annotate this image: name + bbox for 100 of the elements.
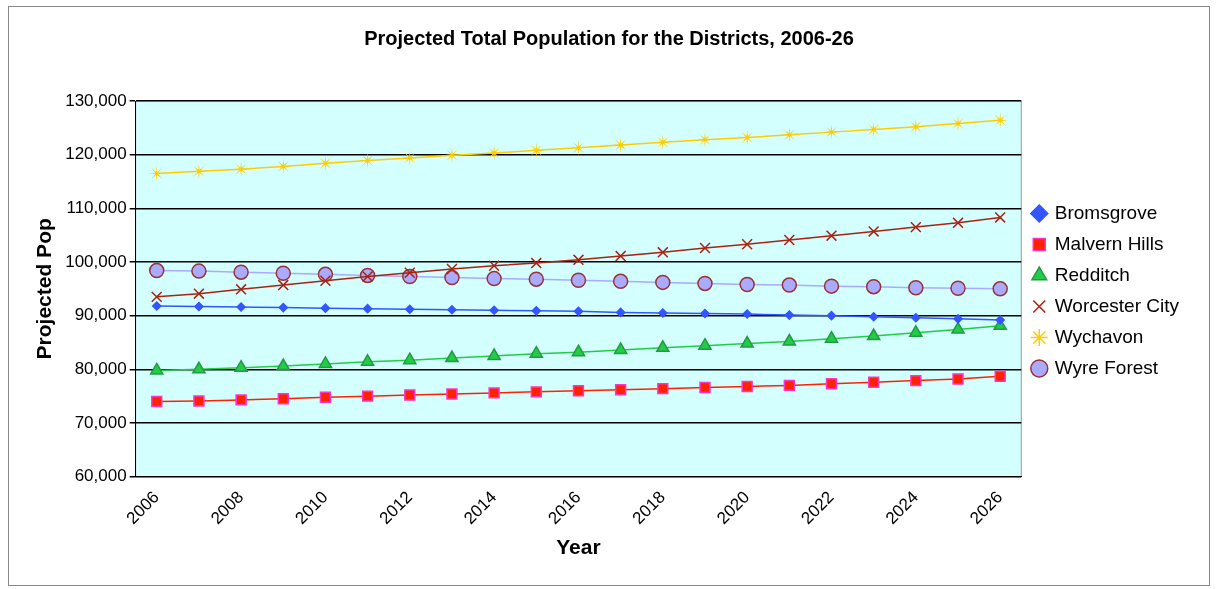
point <box>234 359 248 372</box>
y-tick-label: 70,000 <box>74 412 127 432</box>
y-tick-label: 90,000 <box>74 305 127 325</box>
point <box>530 386 542 398</box>
point <box>783 234 796 246</box>
point <box>235 394 247 406</box>
y-tick-label: 60,000 <box>74 466 127 486</box>
point <box>487 348 501 361</box>
point <box>952 373 964 385</box>
point <box>953 314 963 324</box>
point <box>192 361 206 374</box>
point <box>572 385 585 397</box>
point <box>739 276 755 293</box>
legend-label: Wyre Forest <box>1054 356 1159 378</box>
point <box>868 311 879 322</box>
point <box>275 265 292 282</box>
point <box>823 278 840 294</box>
point <box>741 238 753 250</box>
point <box>319 391 332 403</box>
point <box>570 272 587 288</box>
point <box>572 254 585 266</box>
point <box>402 352 417 365</box>
point <box>697 275 713 292</box>
point <box>994 211 1006 224</box>
legend-label: Bromsgrove <box>1054 201 1158 223</box>
legend-label: Redditch <box>1054 263 1130 285</box>
point <box>277 279 289 291</box>
point <box>446 263 458 275</box>
point <box>193 395 205 407</box>
point <box>447 305 457 315</box>
point <box>233 264 249 280</box>
point <box>698 337 712 350</box>
chart-title: Projected Total Population for the Districts, 2006-26 <box>364 26 854 49</box>
point <box>865 278 882 295</box>
point <box>529 346 544 358</box>
point <box>236 302 246 312</box>
point <box>148 262 165 279</box>
point <box>657 246 669 259</box>
point <box>994 370 1006 382</box>
point <box>276 358 291 371</box>
point <box>444 269 460 286</box>
point <box>655 274 671 291</box>
point <box>362 303 373 314</box>
point <box>910 221 922 233</box>
point <box>488 260 500 272</box>
point <box>867 225 880 238</box>
point <box>360 354 375 367</box>
point <box>699 242 711 254</box>
point <box>911 313 921 323</box>
legend-label: Malvern Hills <box>1054 232 1164 254</box>
point <box>573 306 584 317</box>
point <box>320 303 331 313</box>
point <box>488 387 500 399</box>
point <box>657 382 669 395</box>
point <box>699 381 711 394</box>
point <box>992 281 1008 297</box>
y-tick-label: 100,000 <box>65 251 127 271</box>
point <box>950 280 966 297</box>
point <box>531 306 542 316</box>
y-tick-label: 130,000 <box>65 90 127 110</box>
point <box>277 393 289 405</box>
point <box>740 335 754 348</box>
point <box>909 325 923 338</box>
point <box>489 305 499 316</box>
point <box>951 321 965 334</box>
point <box>359 152 376 169</box>
point <box>615 307 626 318</box>
point <box>361 390 374 402</box>
point <box>528 271 545 287</box>
point <box>530 257 542 269</box>
y-tick-label: 120,000 <box>65 144 127 164</box>
point <box>194 301 204 312</box>
point <box>571 344 586 357</box>
point <box>867 376 880 388</box>
point <box>742 309 752 319</box>
point <box>278 302 289 313</box>
point <box>149 362 164 375</box>
point <box>656 340 670 353</box>
point <box>404 389 416 401</box>
point <box>319 275 332 287</box>
y-tick-label: 80,000 <box>74 359 127 378</box>
point <box>824 330 839 343</box>
point <box>825 229 838 242</box>
point <box>612 273 629 290</box>
point <box>445 350 459 363</box>
point <box>700 308 710 319</box>
point <box>781 277 798 293</box>
point <box>741 380 753 393</box>
point <box>275 158 292 175</box>
point <box>235 283 247 296</box>
point <box>193 287 205 300</box>
point <box>952 217 964 229</box>
legend-label: Wychavon <box>1054 325 1144 347</box>
legend-label: Worcester City <box>1054 294 1180 316</box>
point <box>151 301 162 311</box>
point <box>995 315 1005 325</box>
point <box>865 121 882 138</box>
point <box>825 378 838 390</box>
point <box>486 270 502 287</box>
point <box>782 333 797 346</box>
